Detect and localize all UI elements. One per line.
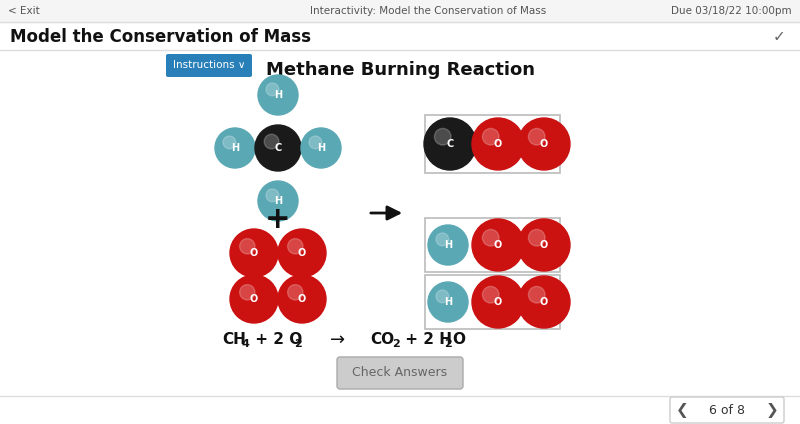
Text: H: H — [231, 143, 239, 153]
Circle shape — [436, 233, 449, 246]
Text: H: H — [274, 196, 282, 206]
Text: Interactivity: Model the Conservation of Mass: Interactivity: Model the Conservation of… — [310, 6, 546, 16]
Text: H: H — [444, 240, 452, 250]
Circle shape — [518, 276, 570, 328]
Circle shape — [482, 286, 499, 303]
Circle shape — [482, 128, 499, 145]
FancyBboxPatch shape — [166, 54, 252, 77]
Circle shape — [288, 285, 303, 300]
Text: C: C — [446, 139, 454, 149]
Text: O: O — [250, 248, 258, 258]
Text: < Exit: < Exit — [8, 6, 40, 16]
Circle shape — [434, 128, 451, 145]
Text: O: O — [540, 139, 548, 149]
Circle shape — [288, 239, 303, 254]
Circle shape — [215, 128, 255, 168]
Text: ❮: ❮ — [676, 402, 688, 418]
Text: O: O — [540, 297, 548, 307]
Text: +: + — [265, 206, 291, 234]
Text: O: O — [540, 240, 548, 250]
Circle shape — [230, 229, 278, 277]
Text: + 2 H: + 2 H — [400, 332, 452, 348]
Circle shape — [518, 219, 570, 271]
FancyBboxPatch shape — [337, 357, 463, 389]
Text: 2: 2 — [392, 339, 400, 349]
Text: Due 03/18/22 10:00pm: Due 03/18/22 10:00pm — [671, 6, 792, 16]
Circle shape — [472, 219, 524, 271]
Circle shape — [266, 83, 278, 96]
Circle shape — [240, 239, 255, 254]
Text: Instructions ∨: Instructions ∨ — [173, 61, 246, 70]
Circle shape — [428, 225, 468, 265]
Text: CH: CH — [222, 332, 246, 348]
Text: O: O — [298, 248, 306, 258]
Circle shape — [278, 275, 326, 323]
Circle shape — [230, 275, 278, 323]
Text: →: → — [330, 331, 345, 349]
Text: ✓: ✓ — [772, 30, 785, 45]
Text: O: O — [494, 297, 502, 307]
Text: + 2 O: + 2 O — [250, 332, 302, 348]
Circle shape — [255, 125, 301, 171]
Circle shape — [301, 128, 341, 168]
Text: Check Answers: Check Answers — [353, 366, 447, 379]
Text: H: H — [274, 90, 282, 100]
Circle shape — [223, 136, 236, 149]
Circle shape — [266, 189, 278, 202]
Text: ❯: ❯ — [766, 402, 778, 418]
Circle shape — [258, 181, 298, 221]
Circle shape — [472, 276, 524, 328]
Circle shape — [472, 118, 524, 170]
Text: O: O — [250, 294, 258, 304]
Circle shape — [428, 282, 468, 322]
Circle shape — [258, 75, 298, 115]
Circle shape — [264, 134, 279, 149]
Text: C: C — [274, 143, 282, 153]
Text: O: O — [298, 294, 306, 304]
Circle shape — [309, 136, 322, 149]
Text: Model the Conservation of Mass: Model the Conservation of Mass — [10, 28, 311, 46]
Text: O: O — [452, 332, 465, 348]
Circle shape — [278, 229, 326, 277]
Circle shape — [528, 128, 545, 145]
Circle shape — [528, 229, 545, 246]
Text: O: O — [494, 240, 502, 250]
FancyBboxPatch shape — [670, 397, 784, 423]
Text: 6 of 8: 6 of 8 — [709, 404, 745, 416]
Circle shape — [518, 118, 570, 170]
Text: 2: 2 — [294, 339, 302, 349]
Circle shape — [436, 290, 449, 303]
Circle shape — [482, 229, 499, 246]
Bar — [0, 0, 800, 22]
Circle shape — [424, 118, 476, 170]
Text: Methane Burning Reaction: Methane Burning Reaction — [266, 61, 534, 79]
Circle shape — [240, 285, 255, 300]
Text: 2: 2 — [444, 339, 452, 349]
Text: O: O — [494, 139, 502, 149]
Text: H: H — [444, 297, 452, 307]
Circle shape — [528, 286, 545, 303]
Text: 4: 4 — [242, 339, 250, 349]
Text: H: H — [317, 143, 325, 153]
Text: CO: CO — [370, 332, 394, 348]
